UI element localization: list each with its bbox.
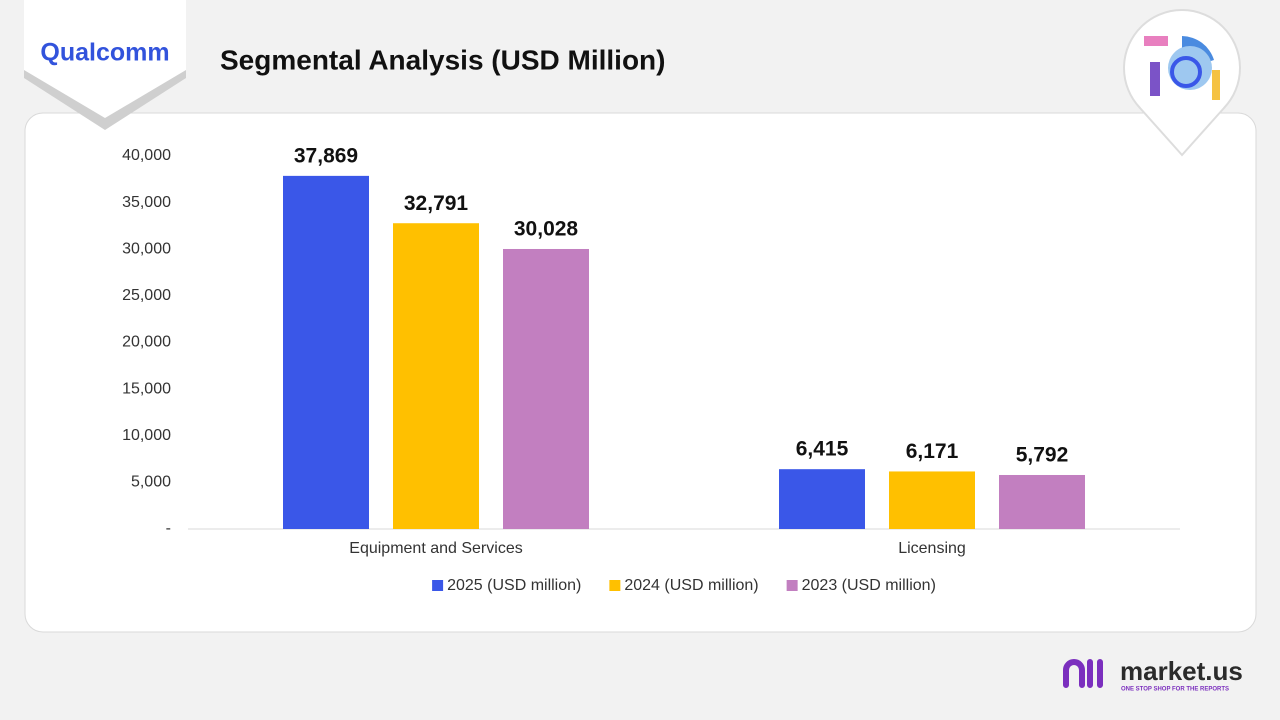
y-tick-label: 10,000 bbox=[122, 427, 171, 444]
x-tick-label: Equipment and Services bbox=[349, 540, 522, 557]
value-label: 6,415 bbox=[796, 438, 849, 461]
value-label: 32,791 bbox=[404, 192, 469, 215]
y-tick-label: 20,000 bbox=[122, 334, 171, 351]
y-tick-label: 25,000 bbox=[122, 287, 171, 304]
bar bbox=[889, 471, 975, 529]
y-tick-label: - bbox=[166, 520, 171, 537]
y-tick-label: 5,000 bbox=[131, 474, 171, 491]
value-label: 5,792 bbox=[1016, 444, 1069, 467]
publisher-logo: market.us ONE STOP SHOP FOR THE REPORTS bbox=[1063, 656, 1243, 693]
bar bbox=[283, 175, 369, 529]
legend-label: 2023 (USD million) bbox=[802, 577, 936, 594]
logo-badge bbox=[24, 0, 186, 118]
publisher-name: market.us bbox=[1120, 656, 1243, 686]
y-tick-label: 35,000 bbox=[122, 194, 171, 211]
legend-label: 2024 (USD million) bbox=[624, 577, 758, 594]
legend-swatch bbox=[432, 580, 444, 591]
chart-card bbox=[24, 112, 1257, 633]
y-tick-label: 40,000 bbox=[122, 147, 171, 164]
x-tick-label: Licensing bbox=[898, 540, 966, 557]
legend-label: 2025 (USD million) bbox=[447, 577, 581, 594]
value-label: 6,171 bbox=[906, 440, 959, 463]
y-tick-label: 15,000 bbox=[122, 380, 171, 397]
bar bbox=[779, 469, 865, 529]
bar bbox=[393, 223, 479, 529]
bar bbox=[999, 474, 1085, 529]
company-logo: Qualcomm bbox=[40, 39, 169, 67]
legend-swatch bbox=[786, 580, 798, 591]
value-label: 37,869 bbox=[294, 144, 358, 167]
chart-title: Segmental Analysis (USD Million) bbox=[220, 44, 665, 75]
value-label: 30,028 bbox=[514, 218, 579, 241]
bar bbox=[503, 248, 589, 530]
publisher-tagline: ONE STOP SHOP FOR THE REPORTS bbox=[1121, 687, 1229, 693]
legend-swatch bbox=[609, 580, 621, 591]
y-tick-label: 30,000 bbox=[122, 240, 171, 257]
decorative-icon bbox=[1123, 9, 1241, 157]
